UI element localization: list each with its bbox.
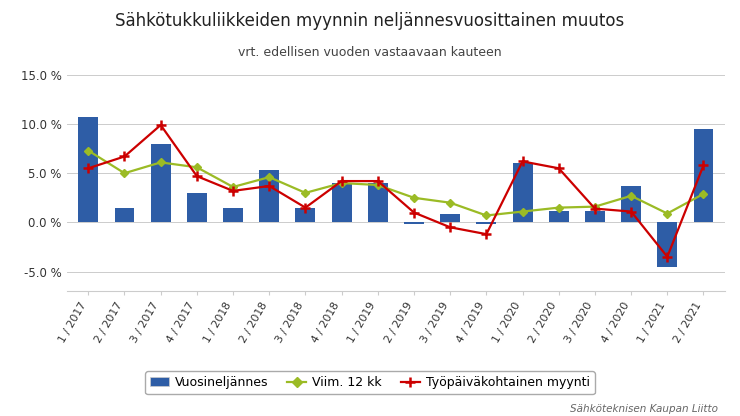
- Bar: [151, 144, 171, 223]
- Bar: [440, 213, 460, 223]
- Bar: [332, 183, 351, 223]
- Bar: [187, 193, 206, 223]
- Text: Sähköteknisen Kaupan Liitto: Sähköteknisen Kaupan Liitto: [570, 404, 718, 414]
- Bar: [549, 210, 569, 223]
- Legend: Vuosineljännes, Viim. 12 kk, Työpäiväkohtainen myynti: Vuosineljännes, Viim. 12 kk, Työpäiväkoh…: [145, 371, 595, 394]
- Text: Sähkötukkuliikkeiden myynnin neljännesvuosittainen muutos: Sähkötukkuliikkeiden myynnin neljännesvu…: [115, 12, 625, 30]
- Bar: [115, 208, 135, 223]
- Bar: [693, 129, 713, 223]
- Bar: [78, 117, 98, 223]
- Bar: [513, 163, 533, 223]
- Bar: [404, 223, 424, 224]
- Bar: [657, 223, 677, 267]
- Bar: [295, 208, 315, 223]
- Bar: [621, 186, 641, 223]
- Bar: [368, 183, 388, 223]
- Bar: [259, 170, 279, 223]
- Text: vrt. edellisen vuoden vastaavaan kauteen: vrt. edellisen vuoden vastaavaan kauteen: [238, 46, 502, 59]
- Bar: [585, 210, 605, 223]
- Bar: [223, 208, 243, 223]
- Bar: [477, 223, 497, 224]
